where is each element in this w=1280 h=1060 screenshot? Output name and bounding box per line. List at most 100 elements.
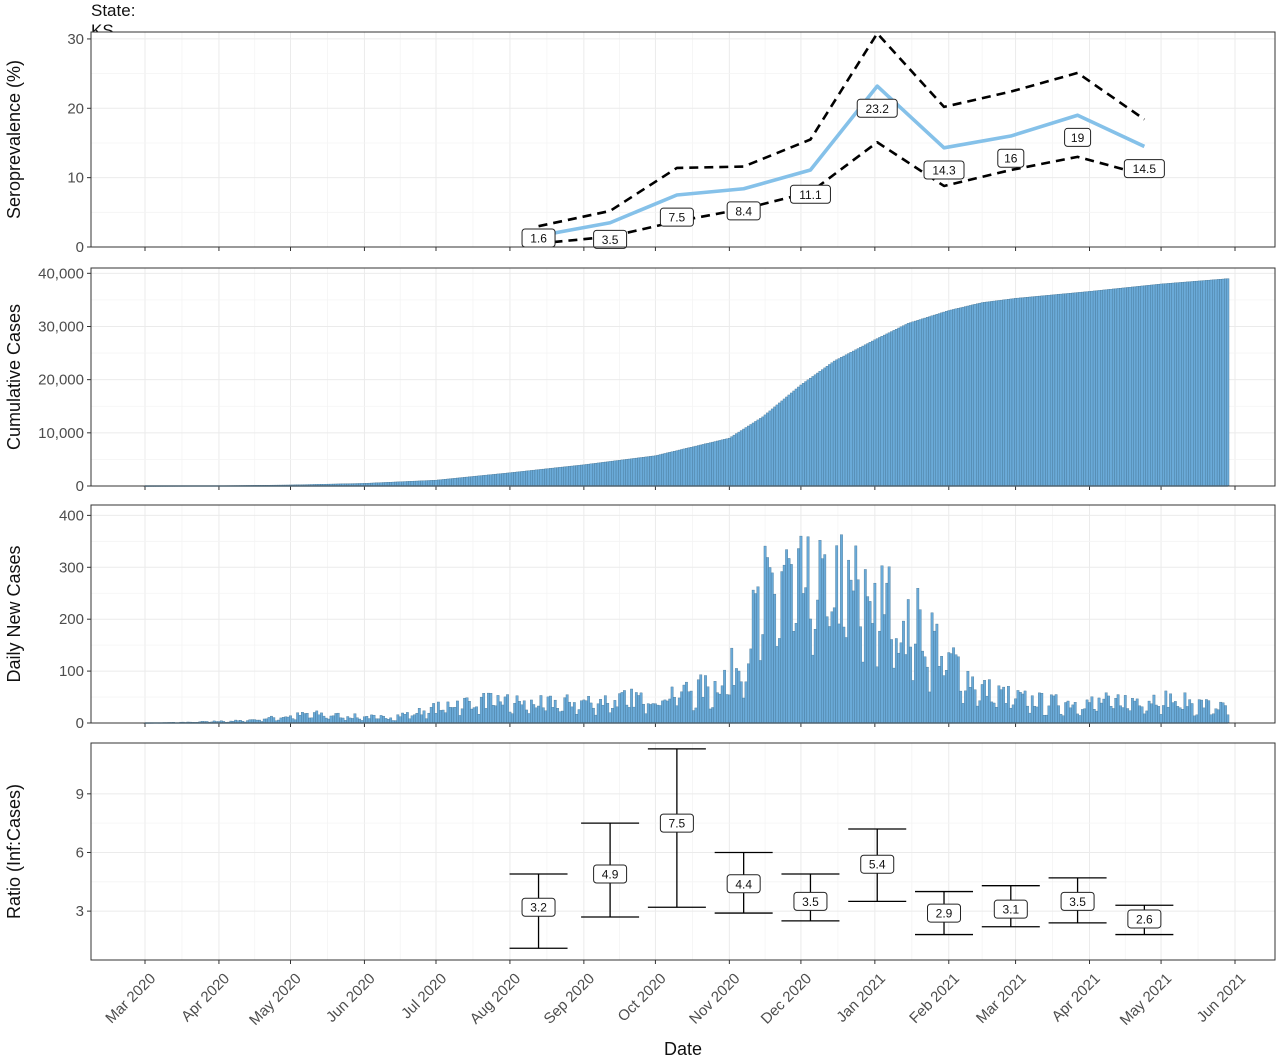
daily-bar [976,705,979,724]
cumulative-bar [706,443,710,487]
cumulative-bar [1016,297,1020,487]
cumulative-bar [801,383,805,487]
daily-bar [1214,708,1218,724]
cumulative-bar [961,306,965,487]
value-label-box [1123,159,1165,179]
daily-bar [1226,714,1230,724]
value-label-text: 8.4 [735,204,752,218]
daily-bar [589,702,593,724]
value-label: 14.5 [1123,159,1165,179]
cumulative-bar [718,440,722,487]
daily-bar [580,700,583,724]
cumulative-bar [809,377,812,487]
daily-bar [563,697,567,724]
cumulative-bar [1064,293,1068,487]
daily-bar [355,717,359,724]
daily-bar [389,717,393,724]
daily-bar [868,601,872,724]
cumulative-bar [658,454,662,487]
cumulative-bar [885,333,889,487]
cumulative-bar [649,456,653,487]
cumulative-bar [589,463,593,487]
cumulative-bar [541,468,545,487]
daily-bar [699,674,703,724]
cumulative-bar [904,324,908,487]
ratio-panel: 3 6 9 Ratio (Inf:Cases) 3.2 4.9 7.5 4.4 3.5 5.4 2.… [4,742,1276,964]
cumulative-bar [1195,280,1199,487]
value-label-text: 3.1 [1002,903,1019,917]
cumulative-bar [1097,290,1101,487]
daily-bar [417,708,421,724]
daily-bar [925,666,929,724]
cumulative-bar [491,474,495,487]
daily-bar [964,690,967,724]
cumulative-bar [522,470,526,487]
daily-bar [1104,692,1108,724]
daily-bar [1092,708,1096,724]
cumulative-bar [737,431,741,487]
daily-bar [1174,701,1177,724]
daily-bar [413,714,416,724]
daily-bar [980,684,984,724]
daily-bar [897,652,901,724]
daily-bar [937,666,941,724]
cumulative-bar [487,474,490,487]
daily-bar [439,710,443,724]
cumulative-bar [1121,287,1125,487]
daily-bar [1011,704,1015,724]
cumulative-bar [558,467,562,487]
daily-bar [541,707,545,724]
daily-bar [1071,704,1075,724]
cumulative-bar [861,345,865,487]
cumulative-bar [1018,297,1022,487]
daily-bar [539,695,543,724]
cumulative-bar [813,374,817,487]
daily-bar [284,716,288,724]
daily-bar [644,713,648,724]
daily-bar [782,564,786,724]
cumulative-bar [942,311,946,487]
cumulative-bar [945,311,948,487]
cumulative-bar [1054,294,1058,487]
cumulative-bar [639,457,643,487]
daily-bar [537,705,540,724]
cumulative-bar [770,408,774,487]
y-axis-title: Seroprevalence (%) [4,60,24,219]
cumulative-bar [1221,278,1225,487]
cumulative-bar [1181,282,1184,487]
daily-bar [832,607,836,724]
daily-bar [727,694,731,724]
daily-bar [520,704,524,724]
cumulative-bar [563,466,567,487]
daily-bar [1142,713,1146,724]
cumulative-bar [1123,287,1127,487]
daily-bar [804,587,808,724]
cumulative-bar [427,480,431,487]
daily-bar [1150,703,1153,724]
cumulative-bar [756,419,760,487]
daily-bar [971,676,975,724]
cumulative-bar [940,312,943,487]
cumulative-bar [1216,279,1220,487]
daily-bar [799,535,803,724]
cumulative-bar [661,453,664,487]
cumulative-bar [527,470,531,487]
daily-bar [999,689,1003,724]
cumulative-bar [685,448,688,487]
daily-bar [899,642,903,724]
cumulative-bar [937,313,941,487]
x-tick-label: Oct 2020 [615,970,670,1025]
cumulative-bar [1116,288,1120,487]
cumulative-bar [689,447,693,487]
daily-bar [883,614,886,724]
cumulative-bar [735,433,738,487]
cumulative-bar [754,421,757,487]
cumulative-bar [973,304,977,487]
daily-bar [518,701,521,724]
cumulative-bar [506,472,509,487]
cumulative-bar [911,321,915,487]
daily-bar [584,700,588,724]
daily-bar [995,706,998,724]
daily-bar [947,652,951,724]
daily-bar [477,714,481,724]
